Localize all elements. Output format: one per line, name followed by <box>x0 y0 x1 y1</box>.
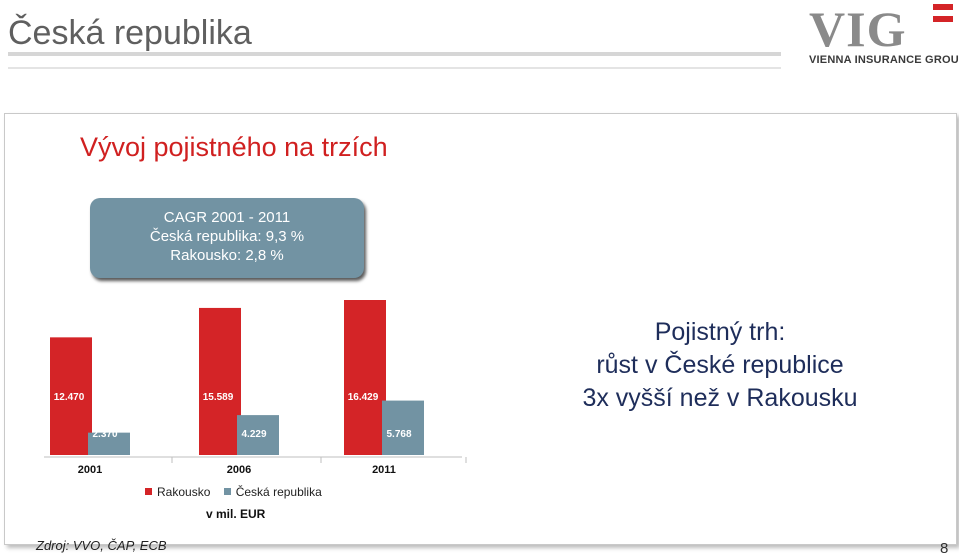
legend-label: Rakousko <box>157 485 211 499</box>
bar-rakousko-2006 <box>199 307 241 455</box>
cagr-heading: CAGR 2001 - 2011 <box>163 209 291 226</box>
content-panel <box>4 113 957 545</box>
bar-value-label: 5.768 <box>386 429 411 440</box>
legend-item-ceska: Česká republika <box>223 485 322 499</box>
bar-value-label: 4.229 <box>241 429 266 440</box>
bar-ceska-2006 <box>237 415 279 455</box>
logo-wordmark: VIG <box>809 1 907 57</box>
bar-value-label: 12.470 <box>54 392 85 403</box>
market-note: Pojistný trh: růst v České republice 3x … <box>520 316 920 415</box>
bar-ceska-2011 <box>382 400 424 455</box>
bar-value-label: 2.370 <box>92 429 117 440</box>
cagr-box: CAGR 2001 - 2011 Česká republika: 9,3 % … <box>90 198 364 278</box>
source-note: Zdroj: VVO, ČAP, ECB <box>36 538 167 553</box>
bar-rakousko-2011 <box>344 300 386 455</box>
austria-flag-icon <box>933 4 953 22</box>
market-note-line: Pojistný trh: <box>654 318 786 346</box>
legend-label: Česká republika <box>235 485 322 499</box>
bar-value-label: 16.429 <box>348 392 379 403</box>
legend-item-rakousko: Rakousko <box>145 485 210 499</box>
x-tick-label: 2001 <box>78 464 102 476</box>
market-note-line: růst v České republice <box>596 351 844 379</box>
logo-subtitle: VIENNA INSURANCE GROUP <box>809 54 959 66</box>
bar-value-label: 15.589 <box>203 392 234 403</box>
x-tick-label: 2011 <box>372 464 396 476</box>
unit-label: v mil. EUR <box>206 507 266 521</box>
slide-title: Česká republika <box>8 14 252 52</box>
cagr-ceska: Česká republika: 9,3 % <box>149 228 305 245</box>
legend-swatch-ceska <box>223 488 231 495</box>
section-title: Vývoj pojistného na trzích <box>80 132 388 162</box>
cagr-rakousko: Rakousko: 2,8 % <box>170 247 284 264</box>
vig-logo: VIG VIENNA INSURANCE GROUP <box>809 1 959 70</box>
page-number: 8 <box>940 540 949 557</box>
bar-ceska-2001 <box>88 432 130 455</box>
title-divider <box>8 52 781 56</box>
x-tick-label: 2006 <box>227 464 251 476</box>
chart-legend: Rakousko Česká republika <box>145 485 332 499</box>
bar-rakousko-2001 <box>50 337 92 455</box>
legend-swatch-rakousko <box>145 488 152 495</box>
title-divider-light <box>8 67 781 69</box>
market-note-line: 3x vyšší než v Rakousku <box>582 384 858 412</box>
